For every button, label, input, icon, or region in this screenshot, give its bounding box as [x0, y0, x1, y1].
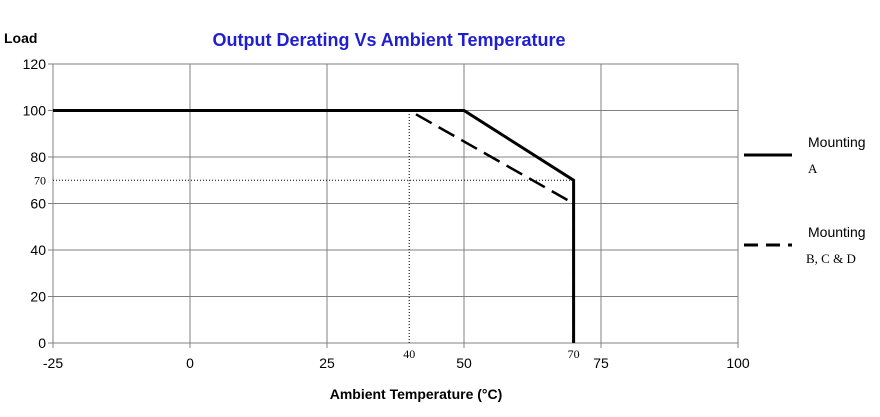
annotation-y-70: 70 [34, 173, 46, 187]
series-lines [53, 109, 576, 343]
annotation-x-70: 70 [568, 347, 580, 361]
reference-lines [53, 110, 574, 343]
x-tick-label: 75 [593, 355, 609, 371]
x-tick-label: 25 [319, 355, 335, 371]
y-tick-label: 120 [23, 56, 47, 72]
x-tick-label: 0 [186, 355, 194, 371]
legend: Mounting A Mounting B, C & D [744, 134, 866, 266]
x-tick-label: 50 [456, 355, 472, 371]
legend-label: Mounting [808, 224, 866, 240]
y-axis-label: Load [4, 30, 37, 46]
tick-labels: -25 0 25 50 75 100 0 20 40 60 80 100 120 [23, 56, 750, 371]
x-tick-label: 100 [726, 355, 750, 371]
series-line-a [53, 109, 576, 343]
y-tick-label: 40 [30, 242, 46, 258]
y-tick-label: 80 [30, 149, 46, 165]
annotations: 40 70 70 [34, 173, 580, 361]
legend-label: Mounting [808, 134, 866, 150]
annotation-x-40: 40 [403, 347, 415, 361]
legend-sublabel: B, C & D [806, 251, 856, 266]
x-tick-label: -25 [43, 355, 63, 371]
y-tick-label: 60 [30, 196, 46, 212]
y-tick-label: 0 [38, 335, 46, 351]
legend-sublabel: A [808, 161, 818, 176]
grid [48, 63, 739, 348]
y-tick-label: 20 [30, 289, 46, 305]
series-line-b-c-d [53, 109, 575, 343]
x-axis-label: Ambient Temperature (°C) [330, 386, 503, 402]
chart-title: Output Derating Vs Ambient Temperature [212, 30, 565, 50]
y-tick-label: 100 [23, 103, 47, 119]
